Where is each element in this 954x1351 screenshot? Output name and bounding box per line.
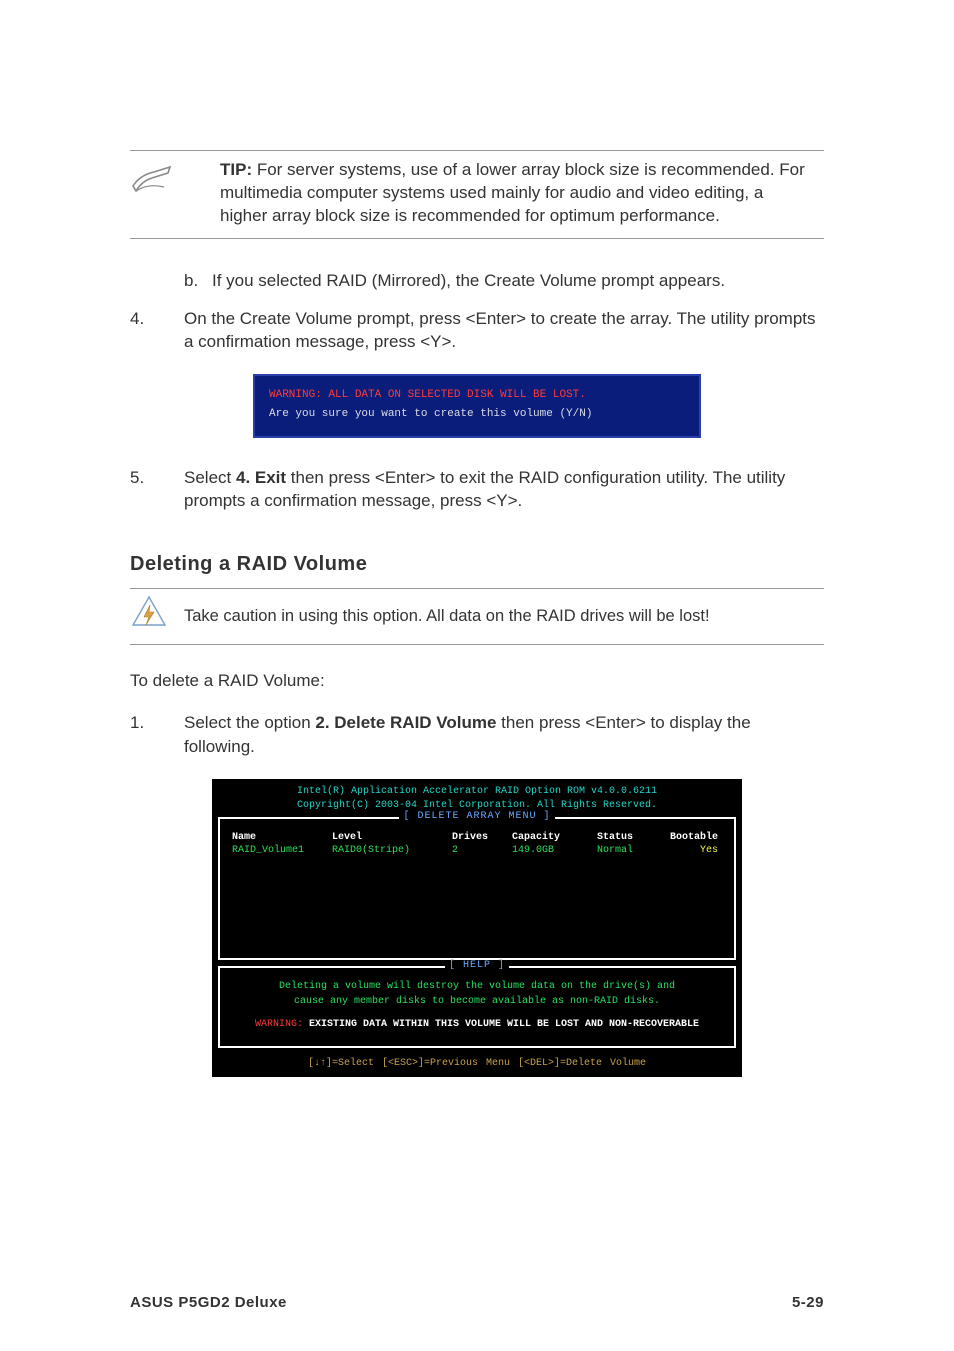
step-text: Select the option 2. Delete RAID Volume … — [184, 711, 824, 759]
col-status: Status — [597, 832, 667, 843]
tip-text: TIP: For server systems, use of a lower … — [220, 159, 824, 228]
delete-array-frame: [ DELETE ARRAY MENU ] Name Level Drives … — [218, 817, 736, 960]
cell-capacity: 149.0GB — [512, 845, 597, 856]
help-body: Deleting a volume will destroy the volum… — [232, 971, 722, 1019]
dialog-prompt: Are you sure you want to create this vol… — [269, 405, 685, 424]
tip-body: For server systems, use of a lower array… — [220, 160, 805, 225]
col-drives: Drives — [452, 832, 512, 843]
dialog-warning: WARNING: ALL DATA ON SELECTED DISK WILL … — [269, 386, 685, 405]
table-row: RAID_Volume1 RAID0(Stripe) 2 149.0GB Nor… — [220, 845, 734, 858]
frame-spacer — [220, 858, 734, 952]
section-heading: Deleting a RAID Volume — [130, 553, 824, 576]
bios-header: Intel(R) Application Accelerator RAID Op… — [212, 785, 742, 813]
tip-callout: TIP: For server systems, use of a lower … — [130, 150, 824, 239]
step-5: 5. Select 4. Exit then press <Enter> to … — [130, 466, 824, 514]
help-title: [ HELP ] — [232, 960, 722, 971]
step-4: 4. On the Create Volume prompt, press <E… — [130, 307, 824, 355]
substep-text: If you selected RAID (Mirrored), the Cre… — [212, 269, 725, 293]
page-footer: ASUS P5GD2 Deluxe 5-29 — [130, 1294, 824, 1311]
step-1: 1. Select the option 2. Delete RAID Volu… — [130, 711, 824, 759]
col-capacity: Capacity — [512, 832, 597, 843]
col-bootable: Bootable — [667, 832, 722, 843]
bios-screen: Intel(R) Application Accelerator RAID Op… — [212, 779, 742, 1077]
cell-bootable: Yes — [667, 845, 722, 856]
step-number: 1. — [130, 711, 184, 759]
step-text: On the Create Volume prompt, press <Ente… — [184, 307, 824, 355]
cell-status: Normal — [597, 845, 667, 856]
intro-text: To delete a RAID Volume: — [130, 669, 824, 693]
tip-label: TIP: — [220, 160, 252, 179]
cell-level: RAID0(Stripe) — [332, 845, 452, 856]
caution-text: Take caution in using this option. All d… — [184, 607, 710, 626]
table-header-row: Name Level Drives Capacity Status Bootab… — [220, 822, 734, 845]
help-warning: WARNING: EXISTING DATA WITHIN THIS VOLUM… — [232, 1019, 722, 1030]
col-level: Level — [332, 832, 452, 843]
step-number: 5. — [130, 466, 184, 514]
step-number: 4. — [130, 307, 184, 355]
substep-label: b. — [184, 269, 212, 293]
create-volume-dialog: WARNING: ALL DATA ON SELECTED DISK WILL … — [253, 374, 701, 437]
cell-drives: 2 — [452, 845, 512, 856]
cell-name: RAID_Volume1 — [232, 845, 332, 856]
step-text: Select 4. Exit then press <Enter> to exi… — [184, 466, 824, 514]
lightning-icon — [130, 595, 184, 638]
caution-callout: Take caution in using this option. All d… — [130, 588, 824, 645]
help-frame: [ HELP ] Deleting a volume will destroy … — [218, 966, 736, 1048]
substep-b: b. If you selected RAID (Mirrored), the … — [184, 269, 824, 293]
footer-right: 5-29 — [792, 1294, 824, 1311]
pencil-icon — [130, 159, 220, 228]
bios-footer-keys: [↓↑]=Select [<ESC>]=Previous Menu [<DEL>… — [212, 1048, 742, 1069]
col-name: Name — [232, 832, 332, 843]
footer-left: ASUS P5GD2 Deluxe — [130, 1294, 287, 1311]
